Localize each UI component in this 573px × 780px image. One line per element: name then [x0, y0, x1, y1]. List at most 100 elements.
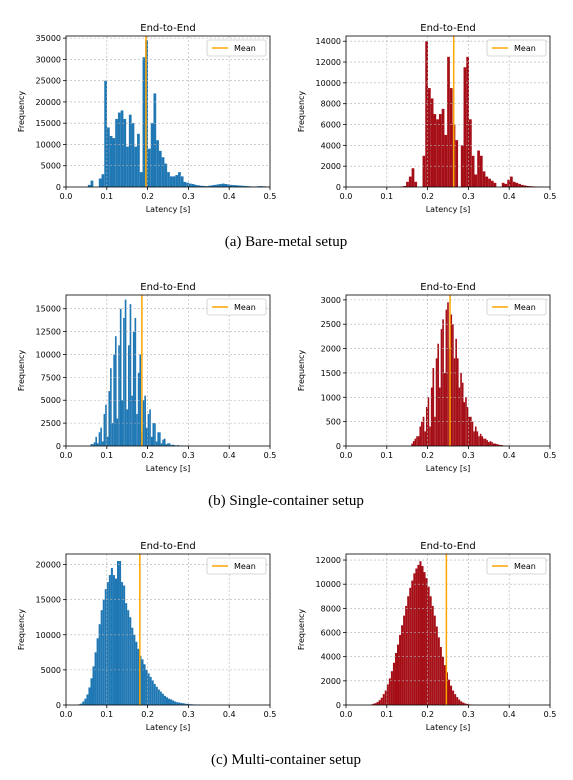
histogram-bar [119, 308, 122, 446]
histogram-bar [139, 172, 143, 187]
y-tick-label: 10000 [316, 79, 341, 88]
y-tick-label: 6000 [321, 121, 341, 130]
y-tick-label: 1500 [321, 369, 341, 378]
y-tick-label: 0 [56, 183, 61, 192]
histogram-bar [501, 182, 505, 187]
histogram-bar [114, 336, 117, 446]
histogram-bar [515, 182, 519, 187]
plot-frame [345, 553, 551, 706]
histogram-bar [172, 176, 176, 187]
histogram-bar [246, 186, 250, 187]
histogram-bar [180, 176, 184, 187]
histogram-bar [394, 653, 397, 705]
plot-frame [65, 35, 271, 188]
histogram-bar [483, 438, 485, 446]
histogram-bar [435, 626, 438, 705]
x-tick-label: 0.1 [380, 451, 393, 460]
plot-frame [65, 294, 271, 447]
histogram-bar [98, 624, 101, 705]
histogram-bar [216, 184, 220, 187]
y-tick-label: 7500 [41, 373, 61, 382]
histogram-bar [510, 176, 513, 187]
histogram-bar [147, 413, 150, 446]
histogram-bar [167, 443, 169, 446]
histogram-bar [137, 648, 140, 705]
x-axis-label: Latency [s] [426, 205, 471, 214]
histogram-bar [257, 186, 261, 187]
histogram-bar [408, 176, 412, 187]
histogram-bar [445, 309, 448, 446]
histogram-bar [124, 299, 127, 446]
y-tick-label: 6000 [321, 629, 341, 638]
histogram-bar [134, 317, 137, 446]
y-tick-label: 0 [336, 183, 341, 192]
histogram-bar [170, 445, 173, 446]
histogram-bar [213, 184, 217, 187]
y-tick-label: 8000 [321, 604, 341, 613]
x-tick-label: 0.3 [182, 192, 195, 201]
histogram-bar [158, 150, 162, 187]
y-tick-label: 2000 [321, 345, 341, 354]
histogram-bar [104, 589, 107, 705]
histogram-bar [477, 150, 480, 187]
y-tick-label: 14000 [316, 37, 341, 46]
histogram-bar [416, 436, 418, 446]
histogram-bar [463, 67, 467, 187]
x-tick-label: 0.2 [141, 192, 154, 201]
histogram-bar [97, 443, 99, 446]
histogram-bar [423, 572, 426, 705]
y-tick-label: 8000 [321, 100, 341, 109]
plot-frame [345, 294, 551, 447]
x-tick-label: 0.4 [503, 192, 516, 201]
histogram-bar [484, 438, 487, 446]
histogram-bar [401, 625, 404, 705]
chart-bare-metal-red: End-to-End 0.0 0.1 0.2 0.3 0.4 0.5 0 2000 4000 600… [297, 23, 556, 214]
histogram-bar [407, 596, 410, 705]
histogram-bar [178, 702, 181, 705]
histogram-bar [157, 689, 160, 705]
histogram-bar [127, 610, 130, 705]
histogram-bar [87, 184, 91, 187]
histogram-bar [106, 582, 109, 705]
x-tick-label: 0.1 [380, 710, 393, 719]
histogram-bar [160, 443, 163, 446]
histogram-bar [450, 685, 453, 705]
histogram-bar [92, 444, 94, 446]
histogram-bar [529, 186, 532, 187]
histogram-bar [157, 432, 160, 446]
y-tick-label: 10000 [36, 140, 61, 149]
histogram-bar [110, 568, 113, 705]
histogram-bar [456, 697, 459, 705]
x-axis-label: Latency [s] [146, 205, 191, 214]
histogram-bar [168, 698, 171, 705]
histogram-bar [450, 314, 453, 446]
x-tick-label: 0.1 [100, 451, 113, 460]
histogram-bar [491, 442, 493, 446]
histogram-bar [110, 368, 112, 446]
histogram-bar [163, 695, 166, 705]
histogram-bar [433, 114, 437, 187]
histogram-bar [175, 175, 179, 187]
histogram-bar [164, 163, 168, 187]
histogram-bar [186, 703, 189, 705]
histogram-bar [159, 691, 162, 705]
histogram-bar [227, 184, 231, 187]
histogram-bar [489, 441, 492, 446]
histogram-bar [176, 445, 179, 446]
caption-single-container: (b) Single-container setup [208, 493, 364, 509]
x-tick-label: 0.4 [503, 710, 516, 719]
histogram-bar [490, 180, 494, 187]
histogram-bar [421, 421, 423, 446]
histogram-bar [152, 423, 155, 446]
x-tick-label: 0.0 [340, 710, 353, 719]
x-tick-label: 0.5 [264, 710, 277, 719]
histogram-bar [128, 114, 132, 187]
histogram-bar [106, 436, 109, 446]
y-tick-label: 12000 [316, 58, 341, 67]
histogram-bar [425, 407, 428, 446]
legend-label: Mean [514, 562, 536, 571]
histogram-bar [147, 673, 150, 705]
histogram-bar [98, 432, 101, 446]
histogram-bar [210, 185, 214, 187]
x-tick-label: 0.2 [141, 710, 154, 719]
